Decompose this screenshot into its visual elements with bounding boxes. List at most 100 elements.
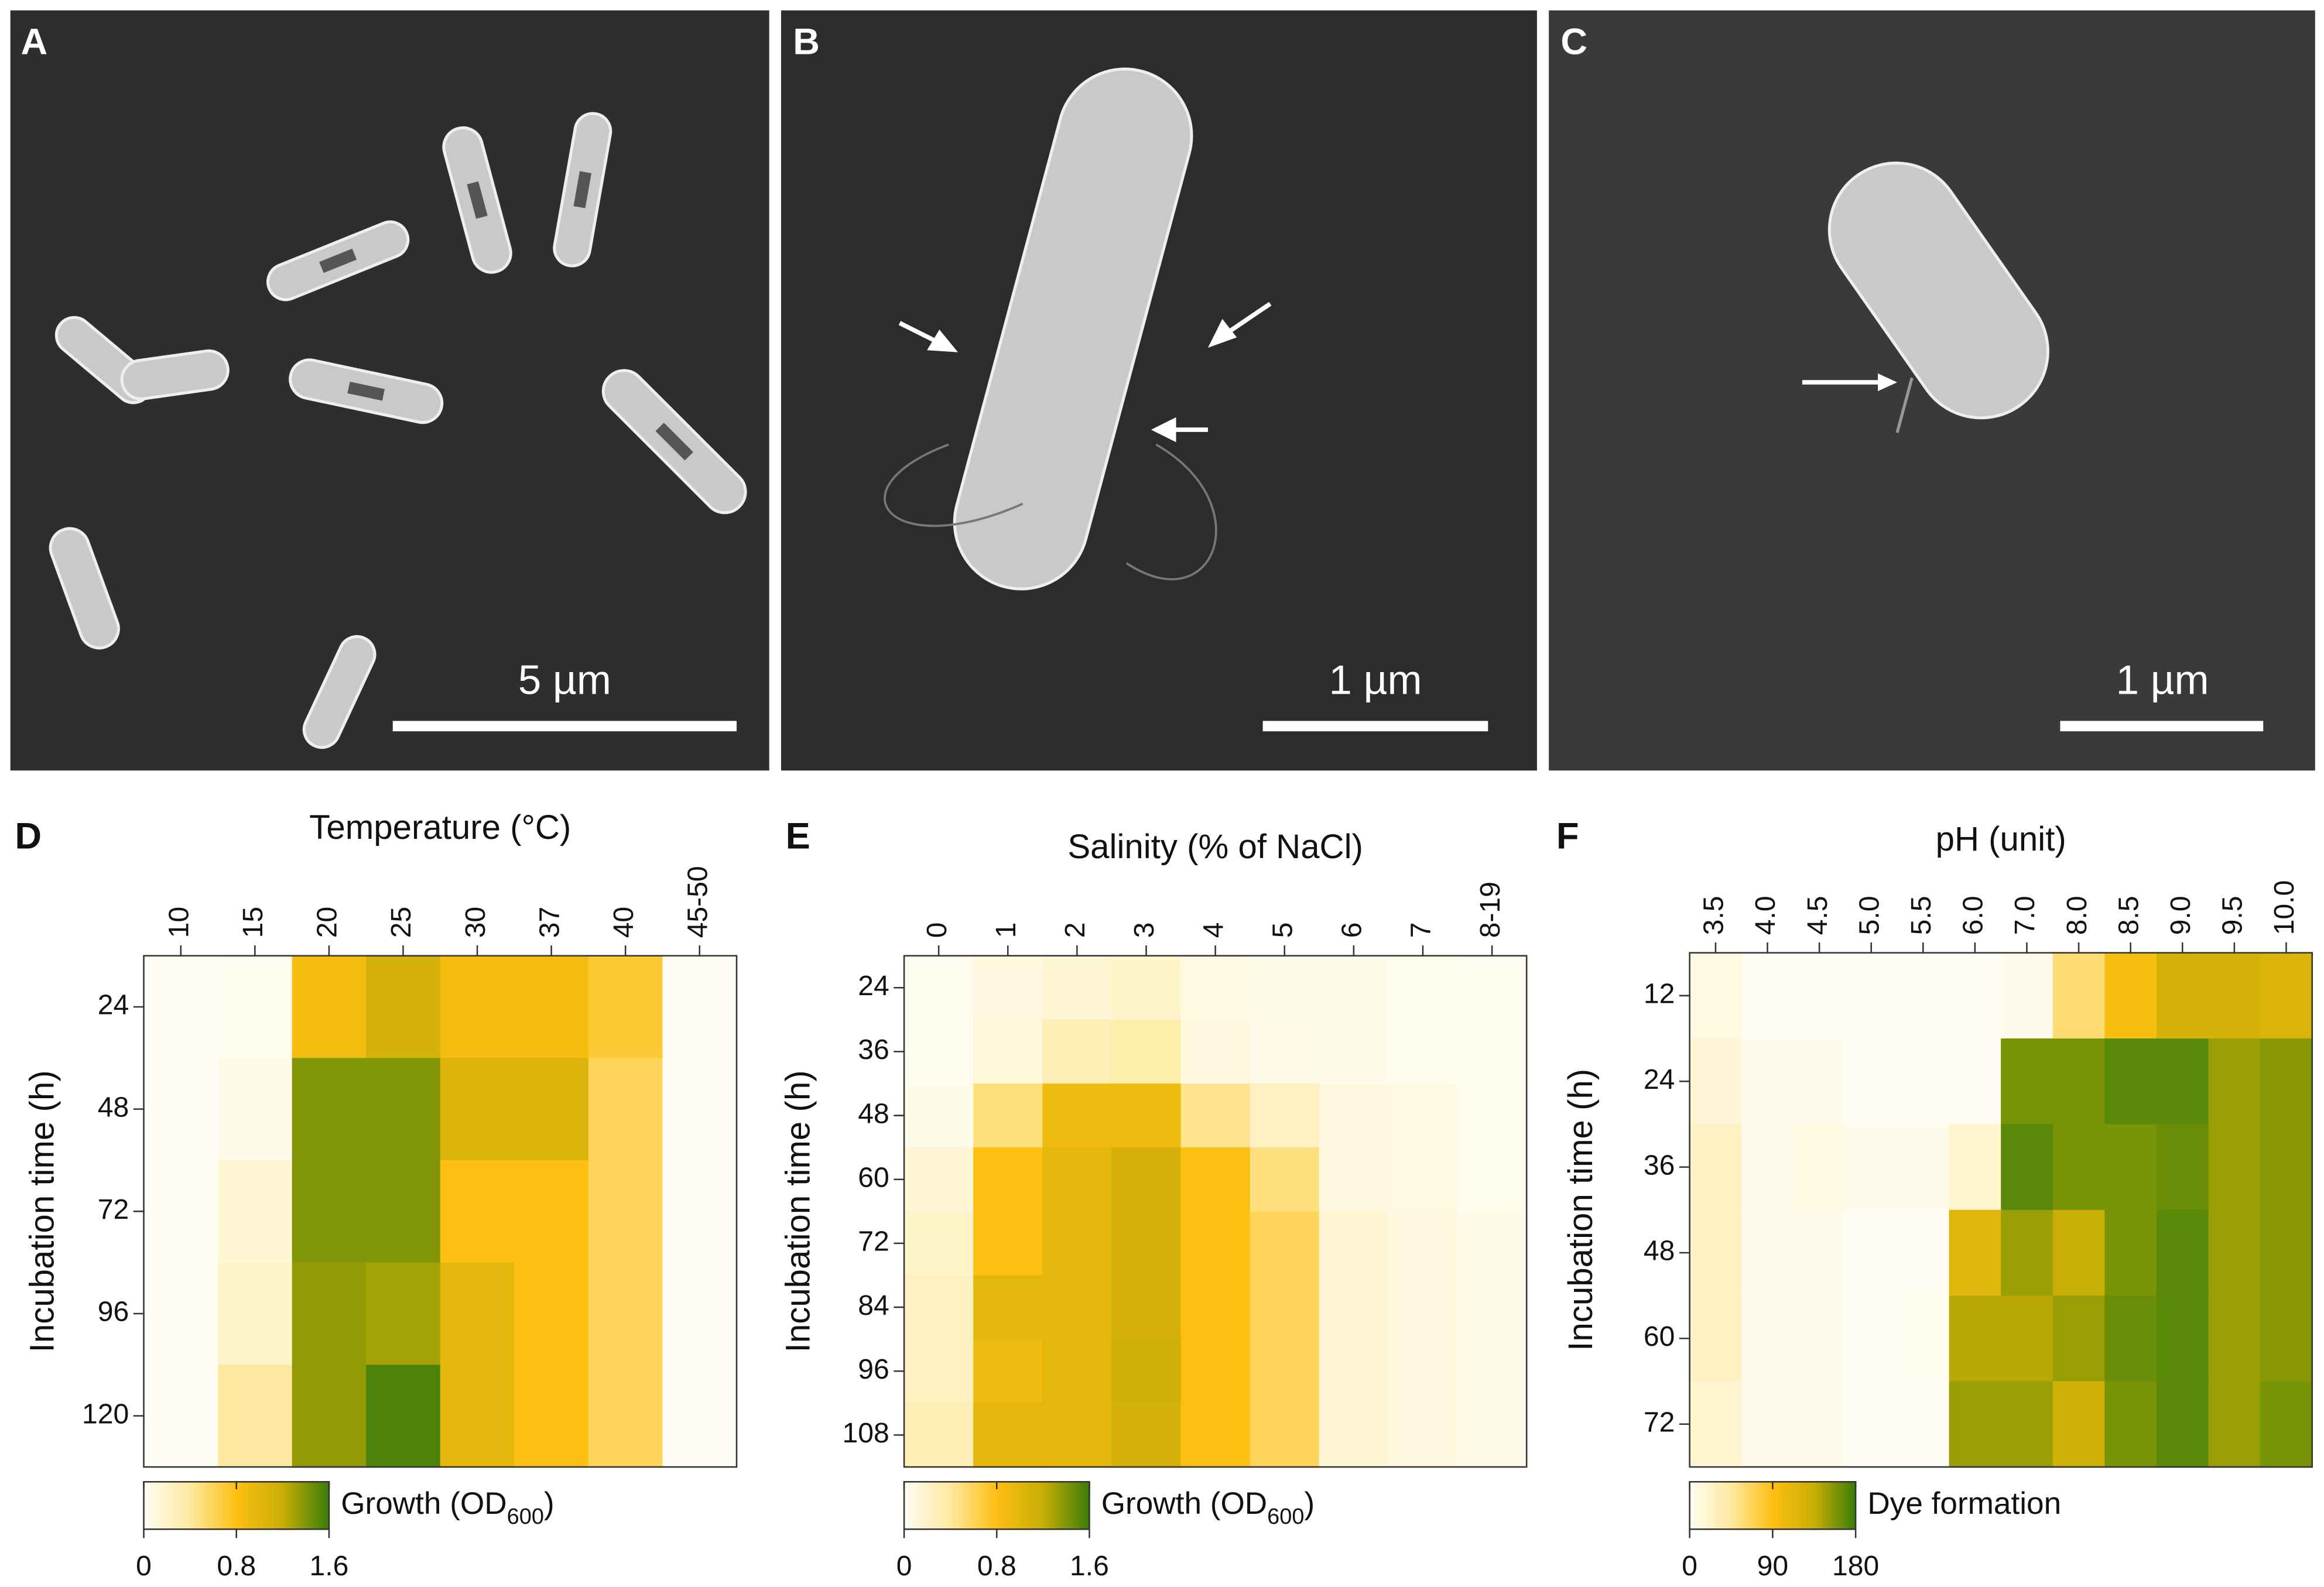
heatmap-cell [292, 1058, 367, 1161]
heatmap-cell [143, 1365, 219, 1468]
panel-letter: D [15, 815, 42, 856]
heatmap-cell [2104, 1295, 2158, 1382]
heatmap-cell [973, 1083, 1043, 1149]
y-tick-label: 12 [1644, 978, 1675, 1010]
heatmap-cell [588, 1262, 663, 1366]
x-tick-label: 5.0 [1853, 896, 1885, 935]
panel-letter: F [1556, 815, 1579, 856]
panel-letter: C [1560, 22, 1587, 63]
heatmap-cell [588, 955, 663, 1059]
heatmap-cell [1949, 1295, 2002, 1382]
heatmap-cell [2104, 1124, 2158, 1211]
y-tick-label: 72 [1644, 1406, 1675, 1438]
heatmap-cell [1689, 1209, 1743, 1297]
heatmap-cell [1388, 1083, 1459, 1149]
x-tick-label: 4.5 [1802, 896, 1833, 935]
colorbar-label-part: ) [544, 1486, 555, 1521]
heatmap-cell [1250, 1019, 1320, 1085]
heatmap-cell [366, 1160, 441, 1263]
x-tick-label: 30 [460, 907, 491, 938]
x-tick-label: 4.0 [1750, 896, 1781, 935]
colorbar-label-part: ) [1305, 1486, 1315, 1521]
heatmap-cell [2260, 1124, 2313, 1211]
x-tick-label: 45-50 [682, 866, 713, 938]
heatmap-cell [1845, 952, 1898, 1040]
y-tick-label: 96 [858, 1353, 889, 1385]
heatmap-cell [2208, 1295, 2261, 1382]
heatmap-cell [1319, 1083, 1389, 1149]
heatmap-cell [1180, 1275, 1251, 1340]
heatmap-cell [2001, 1038, 2054, 1125]
heatmap-cell [1845, 1209, 1898, 1297]
heatmap-cell [143, 1160, 219, 1263]
heatmap-cell [292, 1262, 367, 1366]
heatmap-cell [1250, 1147, 1320, 1212]
heatmap-cell [1457, 1211, 1528, 1276]
heatmap-cell [1111, 1083, 1182, 1149]
heatmap-cell [2001, 1381, 2054, 1468]
x-tick-label: 8-19 [1474, 882, 1506, 938]
x-tick-label: 7.0 [2009, 896, 2041, 935]
colorbar-tick-label: 1.6 [310, 1550, 349, 1582]
heatmap-cell [1741, 1038, 1795, 1125]
heatmap-cell [1250, 1275, 1320, 1340]
heatmap-cell [1250, 1211, 1320, 1276]
heatmap-cell [904, 955, 974, 1021]
heatmap-cell [1042, 1211, 1113, 1276]
heatmap-cell [1457, 1147, 1528, 1212]
heatmap-cell [904, 1211, 974, 1276]
heatmap-cell [1741, 1209, 1795, 1297]
heatmap-cell [514, 955, 590, 1059]
heatmap-cell [1949, 952, 2002, 1040]
sem-image-b: 1 µm B [781, 10, 1537, 771]
y-axis-title: Incubation time (h) [23, 1070, 61, 1352]
heatmap-cell [1180, 955, 1251, 1021]
heatmap-frame [1689, 952, 2313, 1468]
x-tick-label: 5.5 [1905, 896, 1937, 935]
heatmap-cell [904, 1275, 974, 1340]
heatmap-cell [1111, 1211, 1182, 1276]
x-tick-label: 6 [1336, 923, 1368, 938]
panel-letter: E [786, 815, 810, 856]
heatmap-cell [1388, 1339, 1459, 1404]
heatmap-cell [1319, 955, 1389, 1021]
heatmap-cell [904, 1083, 974, 1149]
heatmap-cell [514, 1058, 590, 1161]
x-tick-label: 9.5 [2217, 896, 2248, 935]
heatmap-cell [1180, 1083, 1251, 1149]
heatmap-cell [2156, 952, 2209, 1040]
heatmap-cell [1897, 952, 1950, 1040]
x-axis-title: pH (unit) [1936, 820, 2066, 858]
heatmap-cell [514, 1365, 590, 1468]
x-tick-label: 0 [921, 923, 953, 938]
colorbar-tick-label: 0 [136, 1550, 152, 1582]
heatmap-cell [1111, 1403, 1182, 1468]
heatmap-cell [1457, 1339, 1528, 1404]
y-tick-label: 24 [98, 989, 129, 1021]
heatmap-cell [904, 1339, 974, 1404]
heatmap-cell [2001, 1295, 2054, 1382]
heatmap-cell [1793, 1038, 1846, 1125]
heatmap-cell [2052, 952, 2106, 1040]
heatmap-cell [1949, 1124, 2002, 1211]
scale-bar-label: 5 µm [518, 657, 611, 704]
heatmap-cell [2156, 1381, 2209, 1468]
heatmap-cell [2052, 1295, 2106, 1382]
colorbar [903, 1481, 1090, 1530]
heatmap-cell [973, 1211, 1043, 1276]
heatmap-cell [2156, 1209, 2209, 1297]
heatmap-cell [1111, 1275, 1182, 1340]
heatmap-cell [2001, 1124, 2054, 1211]
colorbar-tick-label: 1.6 [1070, 1550, 1109, 1582]
heatmap-cell [440, 1160, 515, 1263]
heatmap-cell [1897, 1124, 1950, 1211]
heatmap-cell [1897, 1209, 1950, 1297]
panel-letter: A [20, 22, 47, 63]
heatmap-cell [366, 1262, 441, 1366]
heatmap-cell [440, 1262, 515, 1366]
heatmap-cell [440, 1365, 515, 1468]
colorbar-label-part: Dye formation [1867, 1486, 2061, 1521]
heatmap-cell [218, 1365, 293, 1468]
heatmap-cell [366, 1365, 441, 1468]
x-tick-label: 37 [533, 907, 565, 938]
